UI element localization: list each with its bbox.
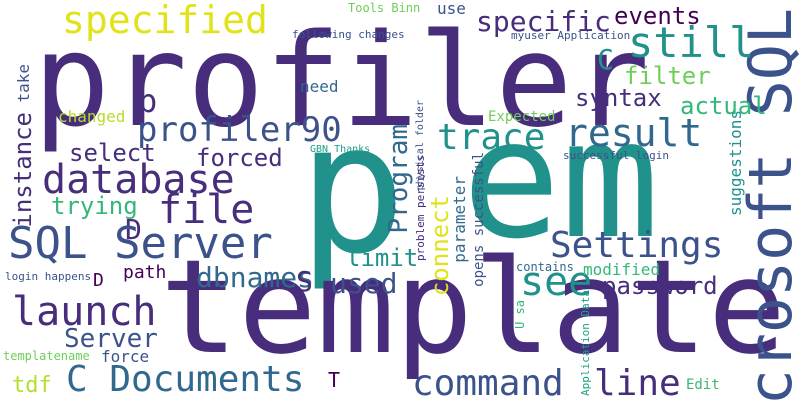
word-filter: filter: [624, 62, 711, 90]
word-p-small: p: [138, 82, 158, 120]
word-tdf: tdf: [12, 373, 52, 398]
word-d-small: D: [93, 270, 104, 291]
word-trace: trace: [437, 117, 546, 158]
word-login-happens: login happens: [5, 270, 92, 283]
word-edit: Edit: [686, 377, 720, 393]
word-modified: modified: [583, 260, 661, 279]
word-gbn-thanks: GBN Thanks: [310, 144, 371, 155]
word-suggestions: suggestions: [726, 110, 745, 216]
word-c-documents: C Documents: [66, 359, 305, 400]
word-p: p: [298, 85, 407, 294]
word-server: Server: [64, 324, 158, 354]
word-specific: specific: [476, 5, 611, 38]
word-database: database: [42, 157, 235, 203]
word-file: file: [158, 187, 255, 233]
word-profiler90: profiler90: [137, 110, 342, 150]
word-line: line: [594, 363, 681, 400]
word-command: command: [412, 363, 564, 400]
word-following-changes: following changes: [292, 28, 405, 41]
word-opens-successful: opens successful: [471, 152, 487, 287]
word-instance: instance: [9, 112, 37, 228]
word-see: see: [520, 259, 593, 305]
word-path: path: [123, 262, 167, 283]
word-still: still: [628, 18, 755, 67]
word-changed: changed: [58, 107, 126, 126]
word-settings: Settings: [550, 225, 724, 266]
word-actual: actual: [680, 92, 767, 120]
word-u-sa: U sa: [513, 300, 527, 329]
word-templatename: templatename: [3, 349, 90, 363]
word-successful-login: successful login: [563, 149, 669, 162]
word-em: em: [462, 84, 660, 275]
word-dbnames: dbnames: [196, 261, 315, 294]
word-password: password: [602, 272, 718, 300]
word-used: used: [330, 267, 398, 300]
word-myuser-application: myuser Application: [511, 29, 631, 42]
word-profiler: profiler: [33, 7, 650, 156]
word-limit: limit: [346, 244, 419, 272]
word-need: need: [300, 77, 339, 96]
word-syntax: syntax: [575, 84, 662, 112]
word-template: template: [160, 231, 787, 383]
word-sql-server: SQL Server: [8, 218, 273, 269]
word-c-small: C: [597, 43, 614, 76]
word-forced: forced: [196, 144, 283, 172]
word-select: select: [69, 139, 156, 167]
word-events: events: [614, 2, 701, 30]
word-t-small: T: [328, 368, 341, 392]
word-application-data: Application Data: [579, 290, 592, 396]
word-s-small: S: [296, 265, 313, 298]
word-force: force: [101, 347, 150, 366]
word-contains: contains: [516, 260, 574, 274]
word-tools-binn: Tools Binn: [348, 1, 421, 15]
word-trying: trying: [51, 192, 138, 220]
word-launch: launch: [12, 289, 157, 335]
word-result: result: [565, 111, 703, 155]
word-program: Program: [384, 124, 414, 234]
word-d-upper: D: [125, 213, 142, 246]
word-take: take: [14, 64, 33, 103]
word-parameter: parameter: [450, 176, 469, 263]
word-use: use: [437, 0, 466, 18]
word-expected: Expected: [488, 109, 556, 125]
word-connect: connect: [426, 195, 454, 297]
word-specified: specified: [62, 0, 268, 42]
